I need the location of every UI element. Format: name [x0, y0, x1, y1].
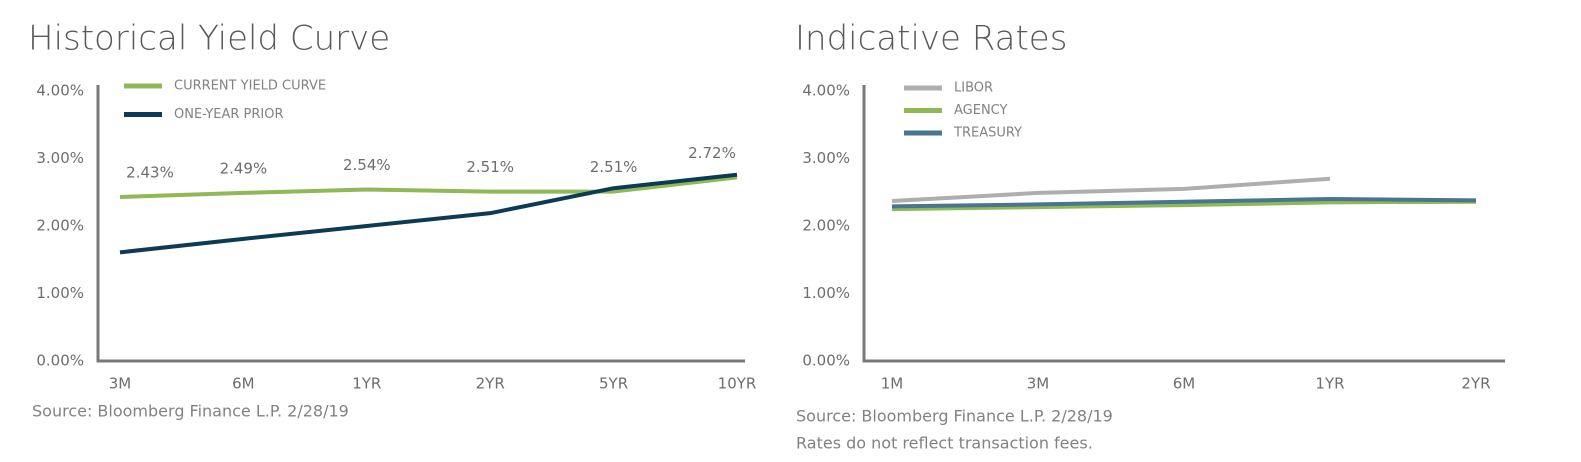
line-series — [891, 197, 1477, 209]
legend-label: ONE-YEAR PRIOR — [174, 107, 284, 122]
data-label: 2.72% — [688, 144, 736, 162]
legend-label: AGENCY — [954, 103, 1008, 118]
line-series — [119, 172, 738, 255]
x-tick-label: 10YR — [718, 375, 757, 393]
chart-title: Indicative Rates — [795, 19, 1067, 59]
legend-label: TREASURY — [953, 126, 1022, 141]
y-tick-label: 3.00% — [802, 149, 850, 167]
y-tick-label: 4.00% — [36, 82, 84, 100]
x-tick-label: 6M — [232, 375, 255, 393]
x-tick-label: 1YR — [352, 375, 381, 393]
data-label: 2.43% — [126, 163, 174, 181]
line-series — [891, 176, 1331, 204]
y-tick-label: 4.00% — [802, 82, 850, 100]
x-tick-label: 2YR — [476, 375, 505, 393]
legend-label: CURRENT YIELD CURVE — [174, 79, 326, 94]
line-series — [119, 175, 738, 199]
y-tick-label: 3.00% — [36, 149, 84, 167]
y-tick-label: 0.00% — [802, 352, 850, 370]
x-tick-label: 3M — [109, 375, 132, 393]
x-tick-label: 1M — [881, 375, 904, 393]
y-tick-label: 2.00% — [802, 217, 850, 235]
data-label: 2.54% — [343, 156, 391, 174]
x-tick-label: 1YR — [1315, 375, 1344, 393]
x-tick-label: 2YR — [1461, 375, 1490, 393]
chart-title: Historical Yield Curve — [28, 19, 390, 59]
y-tick-label: 1.00% — [36, 284, 84, 302]
data-label: 2.51% — [590, 158, 638, 176]
source-note: Rates do not reflect transaction fees. — [796, 434, 1093, 453]
legend-label: LIBOR — [954, 81, 993, 96]
source-note: Source: Bloomberg Finance L.P. 2/28/19 — [32, 402, 349, 421]
y-tick-label: 0.00% — [36, 352, 84, 370]
x-tick-label: 5YR — [599, 375, 628, 393]
source-note: Source: Bloomberg Finance L.P. 2/28/19 — [796, 407, 1113, 426]
x-tick-label: 6M — [1173, 375, 1196, 393]
data-label: 2.49% — [220, 159, 268, 177]
x-tick-label: 3M — [1027, 375, 1050, 393]
y-tick-label: 1.00% — [802, 284, 850, 302]
y-tick-label: 2.00% — [36, 217, 84, 235]
data-label: 2.51% — [466, 158, 514, 176]
line-series — [891, 199, 1477, 212]
